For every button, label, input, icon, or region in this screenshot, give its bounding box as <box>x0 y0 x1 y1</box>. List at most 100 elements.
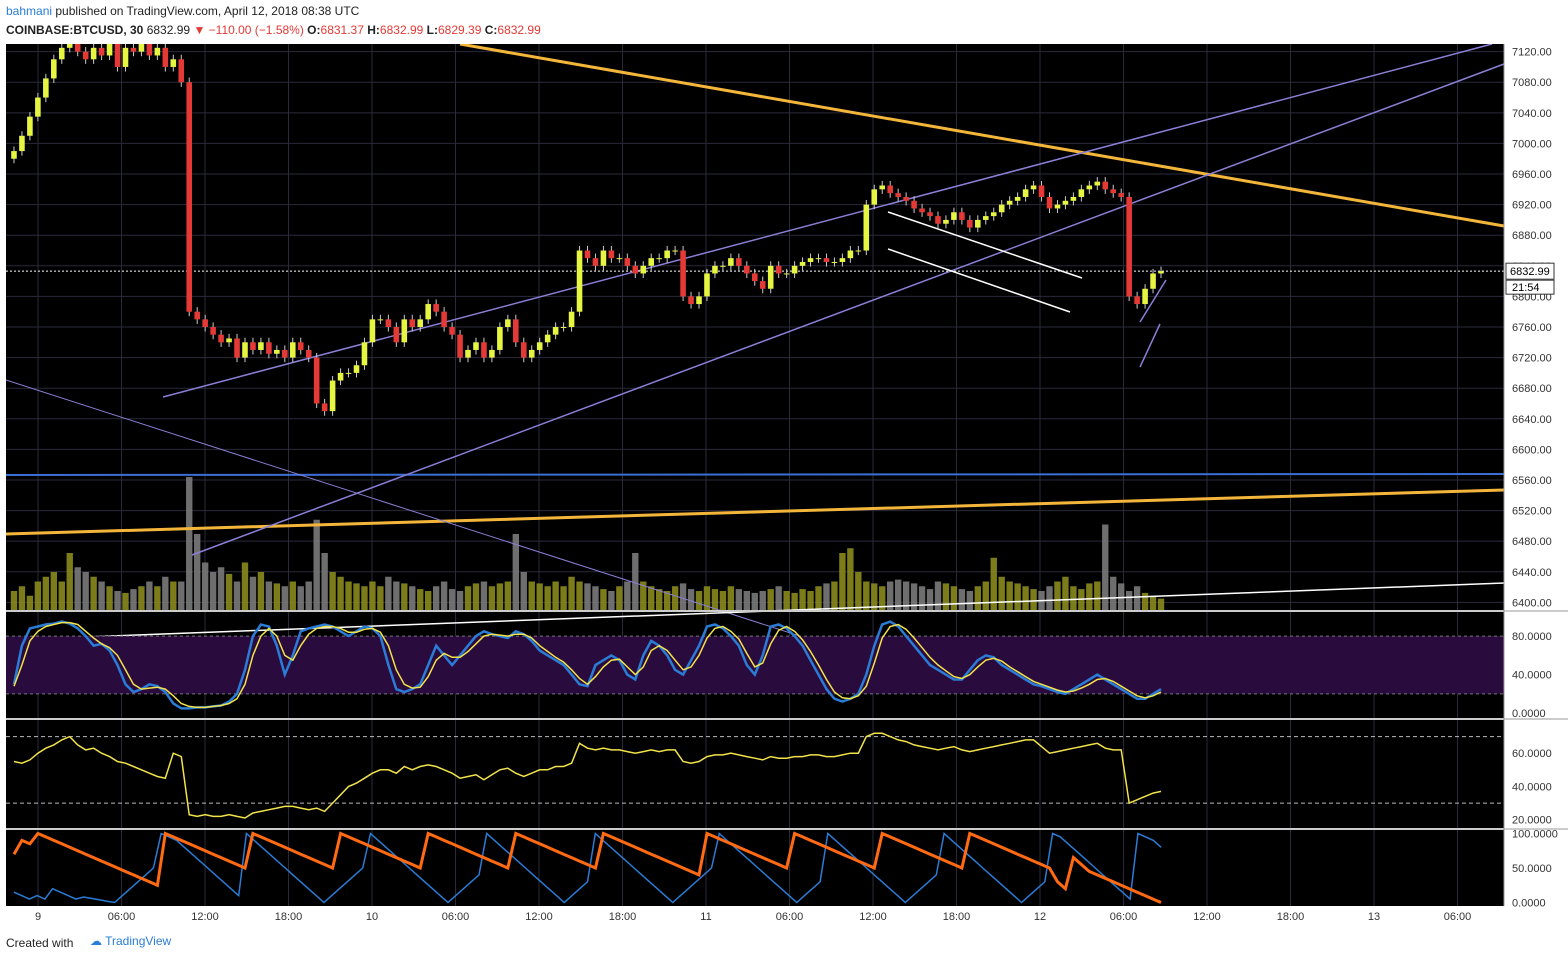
resistance-trendline <box>459 42 1505 228</box>
volume-bar <box>879 586 886 610</box>
price-chart[interactable]: 9 06:00 12:00 18:00 10 06:00 12:00 18:00 11 06:00… <box>0 39 1568 924</box>
close-value: 6832.99 <box>497 23 541 37</box>
volume-bar <box>504 581 512 610</box>
volume-bar <box>337 576 344 610</box>
volume-bar <box>201 562 209 610</box>
volume-bar <box>138 586 145 610</box>
horizontal-support <box>5 473 1505 476</box>
volume-bar <box>1133 586 1141 610</box>
candle-body <box>720 265 726 267</box>
volume-bar <box>178 581 185 610</box>
volume-bar <box>966 591 974 610</box>
candle-body <box>90 47 97 60</box>
x-tick-label: 06:00 <box>1110 911 1138 923</box>
volume-bar <box>170 581 177 610</box>
price-pane <box>5 39 1505 651</box>
candle-body <box>799 261 806 266</box>
volume-bar <box>695 591 703 610</box>
candle-body <box>943 219 949 224</box>
candle-body <box>202 319 208 327</box>
volume-bar <box>855 572 862 610</box>
candle-body <box>1086 185 1093 190</box>
volume-bar <box>656 589 663 610</box>
volume-bar <box>130 589 137 610</box>
chart-area[interactable]: 9 06:00 12:00 18:00 10 06:00 12:00 18:00 11 06:00… <box>0 39 1568 924</box>
volume-bar <box>998 576 1005 610</box>
candle-body <box>616 258 623 260</box>
x-tick-label: 13 <box>1368 911 1380 923</box>
volume-bar <box>1125 591 1133 610</box>
volume-bar <box>719 591 727 610</box>
volume-bar <box>98 581 105 610</box>
candle-body <box>1150 273 1156 289</box>
volume-bar <box>799 589 806 610</box>
channel-lower <box>191 63 1505 556</box>
volume-bar <box>217 567 225 610</box>
candle-body <box>576 250 583 312</box>
volume-bar <box>194 534 201 610</box>
small-channel-low <box>1139 323 1161 368</box>
candle-body <box>58 47 65 60</box>
candle-body <box>401 319 408 343</box>
candle-body <box>951 212 957 220</box>
volume-bar <box>624 581 631 610</box>
volume-bar <box>871 583 878 610</box>
candle-body <box>313 357 320 404</box>
volume-bar <box>26 595 34 610</box>
candle-body <box>704 273 710 297</box>
volume-bar <box>58 581 65 610</box>
candle-body <box>266 342 272 354</box>
volume-bar <box>114 591 121 610</box>
volume-bar <box>640 581 647 610</box>
candle-body <box>728 258 734 266</box>
volume-bar <box>1141 592 1149 610</box>
tradingview-logo[interactable]: ☁ TradingView <box>90 934 172 948</box>
volume-bar <box>464 586 472 610</box>
x-tick-label: 18:00 <box>943 911 971 923</box>
candle-body <box>337 372 344 381</box>
aroon-down-line <box>12 831 1162 904</box>
volume-bar <box>154 586 161 610</box>
volume-bar <box>122 592 129 610</box>
volume-bar <box>568 576 575 610</box>
candle-body <box>879 185 886 190</box>
price-tick-label: 6640.00 <box>1512 414 1552 426</box>
volume-bar <box>1030 589 1037 610</box>
price-tag-timer-box <box>1505 279 1555 295</box>
publish-line: bahmani published on TradingView.com, Ap… <box>6 4 359 18</box>
candle-body <box>170 59 177 67</box>
volume-bar <box>1046 586 1053 610</box>
price-change: ▼ −110.00 (−1.58%) <box>193 23 304 37</box>
price-tag-value: 6832.99 <box>1510 266 1550 278</box>
price-tick-label: 6400.00 <box>1512 597 1552 609</box>
volume-bar <box>560 586 567 610</box>
candle-body <box>935 216 941 224</box>
candle-body <box>242 342 248 358</box>
candle-body <box>377 319 384 321</box>
candle-body <box>457 334 463 358</box>
candle-body <box>751 273 758 282</box>
candle-body <box>696 296 702 305</box>
volume-bar <box>186 477 193 610</box>
volume-bar <box>520 572 527 610</box>
candle-body <box>1006 200 1013 205</box>
candle-body <box>736 258 742 266</box>
axes: 9 06:00 12:00 18:00 10 06:00 12:00 18:00 11 06:00… <box>6 44 1568 923</box>
volume-bar <box>385 576 392 610</box>
candle-body <box>1038 185 1045 197</box>
candle-body <box>672 250 678 252</box>
volume-bar <box>225 573 233 610</box>
candle-body <box>130 47 137 52</box>
candle-body <box>481 342 487 358</box>
author-link[interactable]: bahmani <box>6 4 53 18</box>
volume-bar <box>417 589 424 610</box>
candle-body <box>473 342 479 350</box>
price-tick-label: 6600.00 <box>1512 444 1552 456</box>
volume-bar <box>297 586 304 610</box>
stoch-tick-label: 40.0000 <box>1512 670 1552 682</box>
candle-body <box>19 135 25 152</box>
volume-bar <box>377 586 384 610</box>
tradingview-brand: TradingView <box>105 934 172 948</box>
candle-body <box>967 219 973 228</box>
candle-body <box>568 311 575 327</box>
